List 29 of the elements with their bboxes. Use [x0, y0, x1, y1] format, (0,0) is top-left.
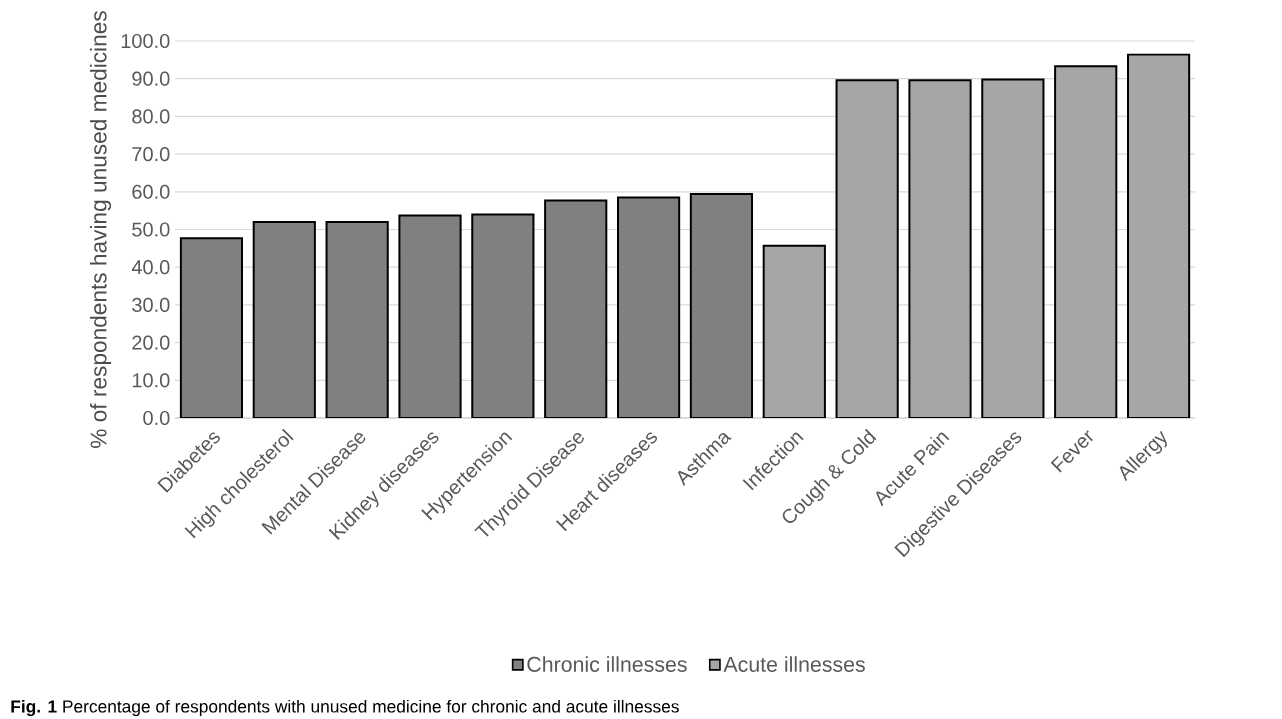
text: Fig. 1 Percentage of respondents with unused medicine for chronic and acute illnesses: [11, 699, 679, 717]
bar: [1054, 65, 1118, 418]
y-tick-label: 0.0: [143, 410, 170, 426]
bar: [544, 199, 608, 418]
y-tick-label: 10.0: [132, 373, 170, 388]
y-tick-label: 70.0: [132, 147, 170, 162]
bar: [689, 193, 754, 418]
bar: [616, 196, 681, 418]
bar: [1126, 53, 1191, 418]
y-tick-label: 30.0: [132, 297, 170, 312]
y-tick-label: 60.0: [132, 184, 170, 199]
legend-label: Acute illnesses: [723, 656, 865, 672]
y-tick-label: 40.0: [131, 260, 170, 275]
bar: [398, 214, 462, 418]
y-axis-title: % of respondents having unused medicines: [89, 11, 112, 448]
y-tick-label: 50.0: [132, 222, 170, 237]
bar: [179, 237, 244, 418]
bar: [252, 220, 316, 418]
bar: [325, 220, 389, 418]
bar: [471, 213, 535, 418]
bar: [835, 79, 899, 418]
y-tick-label: 90.0: [132, 71, 170, 86]
bar: [981, 78, 1045, 418]
y-tick-label: 100.0: [121, 33, 170, 49]
bar: [762, 244, 826, 418]
y-tick-label: 80.0: [132, 109, 170, 124]
bar: [908, 79, 972, 418]
legend-label: Chronic illnesses: [527, 656, 687, 672]
y-tick-label: 20.0: [132, 335, 170, 350]
